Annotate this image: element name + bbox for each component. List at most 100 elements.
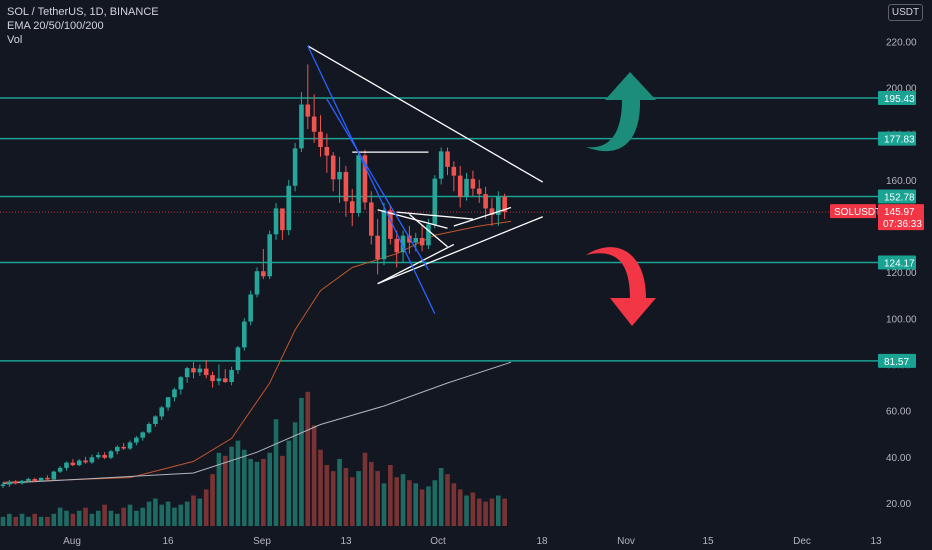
candle-body (108, 451, 114, 458)
candle-body (32, 478, 38, 481)
candle-body (400, 235, 406, 253)
candle-body (470, 178, 476, 189)
volume-bar (426, 486, 431, 526)
trend-drawings[interactable] (307, 45, 544, 314)
volume-bar (489, 498, 495, 526)
volume-bar (153, 498, 158, 526)
x-tick-label: Nov (617, 536, 635, 547)
y-tick-label: 220.00 (886, 37, 917, 48)
candle-body (375, 235, 380, 260)
volume-bar (83, 507, 88, 526)
candle-body (464, 178, 469, 197)
volume-bar (362, 452, 368, 526)
candle-body (76, 460, 82, 466)
volume-bar (413, 483, 419, 526)
volume-bar (496, 495, 501, 526)
candle-body (134, 437, 139, 443)
volume-bar (330, 471, 336, 526)
volume-bar (248, 458, 253, 526)
volume-bar (369, 461, 374, 526)
symbol-title[interactable]: SOL / TetherUS, 1D, BINANCE (7, 6, 159, 18)
volume-bar (299, 397, 304, 526)
flag-left-line (377, 209, 448, 229)
candle-body (356, 155, 361, 214)
x-tick-label: Dec (793, 536, 811, 547)
candle-body (153, 416, 158, 425)
candle-body (394, 238, 399, 253)
volume-bar (57, 507, 63, 526)
candle-body (95, 454, 101, 458)
ema-fast-line (2, 220, 512, 483)
ema-slow-line (2, 361, 512, 484)
candle-body (38, 477, 44, 481)
small-trend-line (453, 206, 512, 227)
countdown-tag: 07:36:33 (883, 219, 922, 230)
price-tag: 145.97 (884, 207, 915, 218)
candle-body (172, 389, 177, 398)
wedge-upper-line (396, 211, 473, 220)
ema-legend[interactable]: EMA 20/50/100/200 (7, 20, 104, 32)
volume-bar (184, 501, 190, 526)
level-tag-label: 81.57 (884, 357, 909, 368)
volume-bar (273, 419, 279, 526)
candle-body (299, 104, 304, 149)
candle-body (127, 442, 133, 449)
volume-bar (115, 513, 120, 526)
volume-bar (483, 501, 488, 526)
candle-body (445, 151, 450, 167)
volume-bar (286, 440, 292, 526)
volume-bar (311, 425, 317, 526)
volume-bar (432, 480, 438, 526)
volume-bar (203, 489, 209, 526)
candle-body (222, 378, 228, 383)
candle-body (140, 432, 145, 438)
candle-body (159, 407, 165, 417)
y-tick-label: 60.00 (886, 407, 911, 418)
candle-body (502, 196, 507, 213)
candle-body (261, 271, 266, 277)
candle-body (337, 171, 342, 180)
candle-body (210, 375, 215, 382)
candle-body (330, 155, 336, 180)
volume-bar (381, 483, 387, 526)
symbol-tag-box (830, 204, 876, 219)
x-tick-label: 13 (340, 536, 352, 547)
level-tag-box (878, 131, 916, 146)
currency-button[interactable]: USDT (888, 4, 923, 21)
time-axis[interactable]: Aug 16 Sep 13 Oct 18 Nov 15 Dec 13 (63, 536, 882, 547)
candle-body (7, 481, 12, 485)
candle-body (203, 368, 209, 376)
volume-bar (388, 465, 393, 526)
volume-legend[interactable]: Vol (7, 34, 23, 46)
x-tick-label: Oct (430, 536, 446, 547)
candle-body (191, 368, 196, 373)
volume-bar (337, 458, 342, 526)
triangle-lower-line (377, 216, 543, 285)
symbol-tag: SOLUSDT (834, 207, 881, 218)
candle-body (26, 478, 31, 481)
volume-bar (229, 446, 234, 526)
volume-bar (235, 440, 241, 526)
volume-bar (349, 477, 355, 526)
volume-bar (438, 468, 444, 526)
candle-body (496, 196, 501, 215)
candle-body (451, 166, 457, 176)
candle-body (286, 185, 292, 231)
level-tags: 195.43 177.83 152.78 124.17 81.57 SOLUSDT 145.… (830, 91, 924, 368)
volume-bar (280, 455, 285, 526)
volume-bar (76, 510, 82, 526)
volume-bar (19, 513, 25, 526)
x-tick-label: 13 (870, 536, 882, 547)
volume-bar (407, 480, 412, 526)
candle-body (254, 271, 260, 295)
small-trend-line (408, 213, 448, 248)
volume-bar (502, 498, 507, 526)
volume-bar (324, 465, 330, 526)
volume-bar (0, 516, 6, 526)
volume-bar (305, 391, 311, 526)
volume-bar (178, 504, 184, 526)
volume-bar (254, 461, 260, 526)
candle-body (184, 368, 190, 378)
